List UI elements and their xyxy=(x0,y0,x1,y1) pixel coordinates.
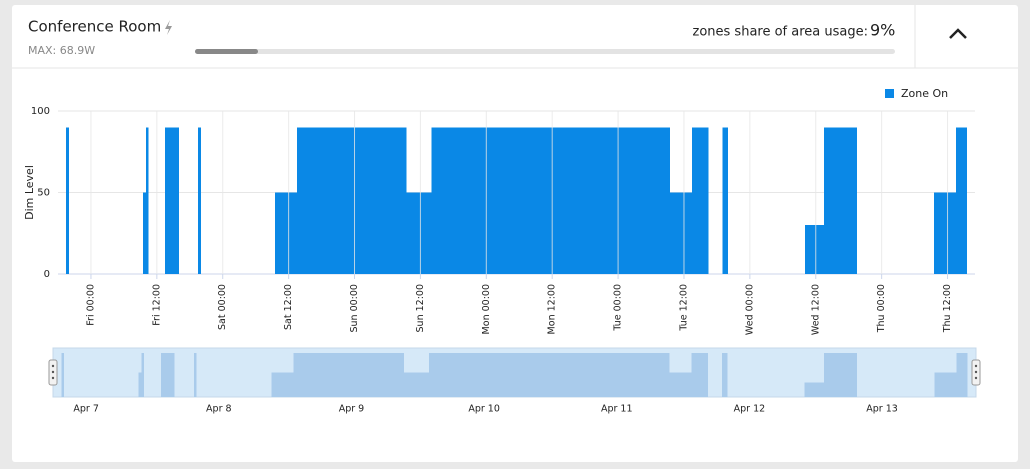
area-step xyxy=(823,127,857,274)
x-tick-label: Mon 00:00 xyxy=(481,284,492,334)
navigator-step xyxy=(691,352,708,397)
navigator-tick-label: Apr 9 xyxy=(339,404,365,415)
handle-dot xyxy=(974,364,978,368)
area-step xyxy=(406,192,432,274)
area-step xyxy=(722,127,728,274)
area-step xyxy=(804,225,824,274)
x-tick-label: Sat 12:00 xyxy=(283,284,294,330)
navigator-step xyxy=(138,372,142,397)
navigator-step xyxy=(956,352,968,397)
navigator-step xyxy=(403,372,429,397)
handle-dot xyxy=(974,376,978,380)
navigator-step xyxy=(193,352,197,397)
power-icon xyxy=(165,20,172,35)
x-tick-label: Fri 00:00 xyxy=(85,284,96,326)
navigator-step xyxy=(428,352,670,397)
legend-swatch xyxy=(885,89,894,98)
area-step xyxy=(66,127,69,274)
area-step xyxy=(296,127,407,274)
area-step xyxy=(143,192,146,274)
x-tick-label: Sun 12:00 xyxy=(415,284,426,332)
navigator-step xyxy=(160,352,175,397)
room-title: Conference Room xyxy=(28,18,161,36)
area-step xyxy=(274,192,297,274)
area-step xyxy=(165,127,179,274)
navigator-tick-label: Apr 13 xyxy=(866,404,898,415)
navigator-step xyxy=(721,352,728,397)
handle-dot xyxy=(974,370,978,374)
navigator-step xyxy=(293,352,404,397)
area-step xyxy=(933,192,956,274)
usage-value: 9% xyxy=(870,21,895,40)
navigator-tick-label: Apr 8 xyxy=(206,404,232,415)
x-tick-label: Thu 00:00 xyxy=(876,284,887,333)
y-tick-label: 0 xyxy=(44,269,50,280)
x-tick-label: Wed 00:00 xyxy=(744,284,755,335)
area-step xyxy=(955,127,967,274)
navigator-tick-label: Apr 7 xyxy=(73,404,99,415)
navigator-step xyxy=(804,382,825,397)
x-tick-label: Fri 12:00 xyxy=(151,284,162,326)
handle-dot xyxy=(51,364,55,368)
navigator-step xyxy=(271,372,294,397)
navigator-tick-label: Apr 12 xyxy=(734,404,766,415)
x-tick-label: Thu 12:00 xyxy=(942,284,953,333)
x-tick-label: Mon 12:00 xyxy=(547,284,558,334)
x-tick-label: Tue 00:00 xyxy=(613,284,624,332)
x-tick-label: Tue 12:00 xyxy=(678,284,689,332)
handle-dot xyxy=(51,376,55,380)
area-step xyxy=(198,127,201,274)
area-step xyxy=(431,127,671,274)
handle-dot xyxy=(51,370,55,374)
legend-label: Zone On xyxy=(901,87,948,100)
usage-track xyxy=(195,49,895,54)
max-power: MAX: 68.9W xyxy=(28,44,95,57)
navigator-tick-label: Apr 11 xyxy=(601,404,633,415)
usage-fill xyxy=(195,49,258,54)
y-axis-label: Dim Level xyxy=(23,165,36,220)
area-step xyxy=(692,127,709,274)
navigator-step xyxy=(61,352,65,397)
navigator-step xyxy=(824,352,858,397)
x-tick-label: Sun 00:00 xyxy=(349,284,360,332)
navigator-step xyxy=(934,372,957,397)
collapse-button[interactable] xyxy=(949,28,967,39)
y-tick-label: 50 xyxy=(37,188,50,199)
navigator-tick-label: Apr 10 xyxy=(468,404,500,415)
navigator-step xyxy=(669,372,692,397)
y-tick-label: 100 xyxy=(31,106,50,117)
area-step xyxy=(145,127,149,274)
area-step xyxy=(670,192,693,274)
x-tick-label: Sat 00:00 xyxy=(217,284,228,330)
navigator-step xyxy=(141,352,145,397)
usage-label: zones share of area usage: xyxy=(693,25,868,40)
x-tick-label: Wed 12:00 xyxy=(810,284,821,335)
